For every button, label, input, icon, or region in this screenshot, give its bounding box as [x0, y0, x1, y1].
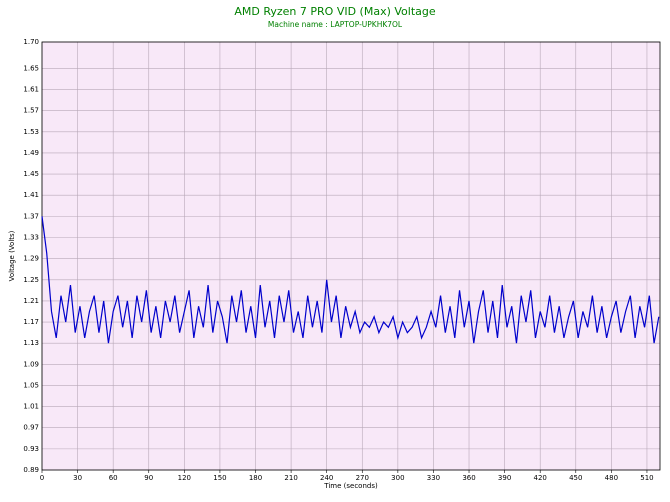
x-tick-label: 300: [391, 474, 404, 482]
x-tick-label: 510: [640, 474, 653, 482]
y-tick-label: 1.65: [23, 64, 39, 72]
y-tick-label: 0.93: [23, 445, 39, 453]
y-tick-label: 1.61: [23, 86, 39, 94]
x-tick-label: 420: [534, 474, 547, 482]
y-tick-label: 1.21: [23, 297, 39, 305]
y-tick-label: 0.89: [23, 466, 39, 474]
chart-subtitle: Machine name : LAPTOP-UPKHK7OL: [268, 20, 403, 29]
y-tick-label: 1.45: [23, 170, 39, 178]
x-tick-label: 390: [498, 474, 511, 482]
x-tick-label: 270: [356, 474, 369, 482]
y-tick-label: 1.49: [23, 149, 39, 157]
y-tick-label: 1.13: [23, 339, 39, 347]
data-line: [41, 216, 660, 344]
y-tick-label: 1.53: [23, 128, 39, 136]
x-tick-label: 360: [462, 474, 475, 482]
x-tick-label: 120: [178, 474, 191, 482]
x-tick-label: 480: [605, 474, 618, 482]
y-tick-label: 1.57: [23, 107, 39, 115]
plot-border: [41, 41, 661, 471]
x-tick-label: 30: [73, 474, 82, 482]
y-tick-label: 1.09: [23, 360, 39, 368]
x-tick-label: 240: [320, 474, 333, 482]
y-tick-label: 1.01: [23, 403, 39, 411]
x-tick-label: 90: [144, 474, 153, 482]
y-tick-label: 1.05: [23, 381, 39, 389]
y-tick-label: 1.41: [23, 191, 39, 199]
x-tick-label: 330: [427, 474, 440, 482]
x-axis-label: Time (seconds): [323, 482, 378, 490]
x-tick-label: 180: [249, 474, 262, 482]
plot-area: [42, 42, 660, 470]
x-tick-label: 150: [213, 474, 226, 482]
y-tick-label: 1.37: [23, 212, 39, 220]
x-tick-label: 0: [40, 474, 44, 482]
y-tick-label: 1.25: [23, 276, 39, 284]
y-axis-label: Voltage (Volts): [8, 230, 16, 281]
chart-title: AMD Ryzen 7 PRO VID (Max) Voltage: [234, 5, 436, 18]
x-tick-label: 450: [569, 474, 582, 482]
y-tick-label: 1.70: [23, 38, 39, 46]
y-tick-label: 1.29: [23, 255, 39, 263]
y-tick-label: 1.17: [23, 318, 39, 326]
x-tick-label: 60: [109, 474, 118, 482]
x-tick-label: 210: [284, 474, 297, 482]
y-tick-label: 0.97: [23, 424, 39, 432]
y-tick-label: 1.33: [23, 234, 39, 242]
